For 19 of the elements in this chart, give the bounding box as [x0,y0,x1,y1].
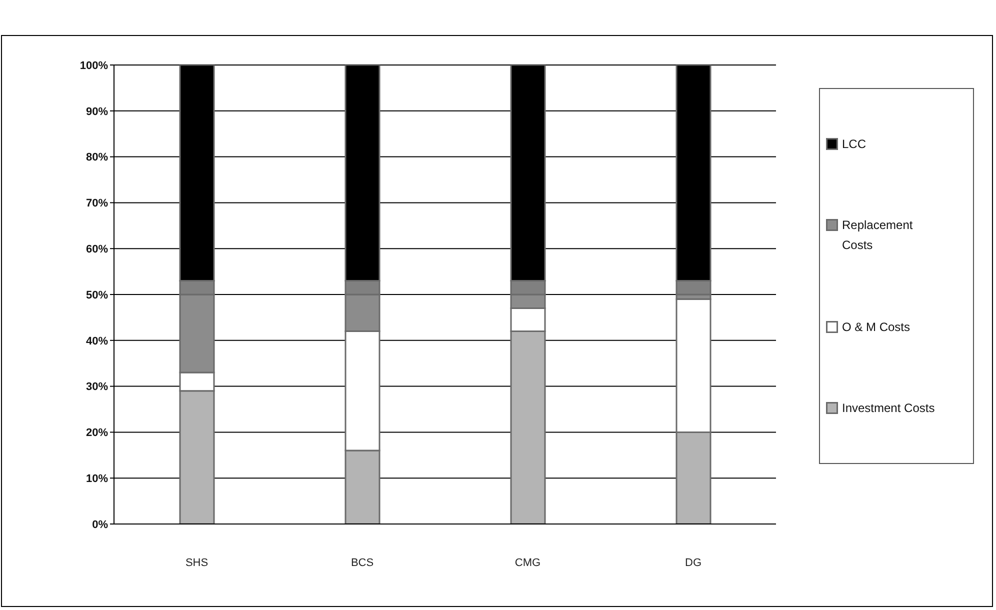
legend-label: Replacement Costs [842,217,914,254]
y-tick-label: 50% [86,289,108,302]
y-tick-label: 80% [86,152,108,164]
y-tick-label: 70% [86,198,108,210]
y-tick-label: 30% [86,381,108,394]
y-tick-label: 0% [92,518,108,531]
x-tick-label: CMG [514,556,541,569]
y-tick-label: 100% [80,60,108,72]
y-tick-label: 10% [86,473,108,486]
legend-label: LCC [842,136,868,153]
y-tick-label: 20% [86,427,108,440]
legend-label: O & M Costs [842,318,912,336]
x-tick-label: DG [685,556,702,569]
y-tick-label: 90% [86,106,108,118]
y-tick-label: 40% [86,335,108,348]
x-tick-label: BCS [350,556,374,569]
legend-label: Investment Costs [842,400,936,418]
x-tick-label: SHS [185,556,208,569]
y-tick-label: 60% [86,244,108,256]
